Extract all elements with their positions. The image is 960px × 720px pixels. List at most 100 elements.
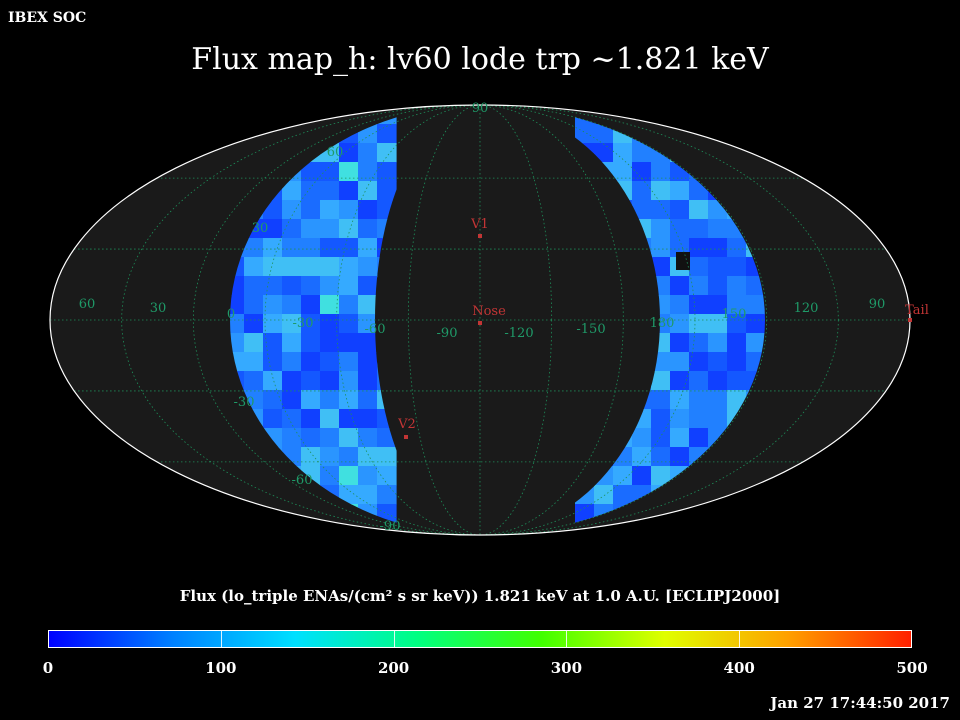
flux-cell xyxy=(651,257,671,277)
flux-cell xyxy=(727,390,747,410)
flux-cell xyxy=(377,485,397,505)
flux-cell xyxy=(358,333,378,353)
marker-v1-label: V1 xyxy=(470,217,489,232)
flux-cell xyxy=(651,200,671,220)
flux-cell xyxy=(727,105,747,125)
flux-cell xyxy=(632,466,652,486)
flux-cell xyxy=(244,257,264,277)
longitude-label: -120 xyxy=(504,326,533,341)
flux-cell xyxy=(320,352,340,372)
longitude-label: -60 xyxy=(365,322,386,337)
flux-cell xyxy=(632,143,652,163)
flux-cell xyxy=(263,409,283,429)
flux-cell xyxy=(358,219,378,239)
marker-tail-label: Tail xyxy=(905,303,929,318)
flux-cell xyxy=(708,409,728,429)
colorbar-tick xyxy=(393,631,395,647)
flux-cell xyxy=(358,485,378,505)
flux-cell xyxy=(282,314,302,334)
flux-cell xyxy=(301,257,321,277)
flux-cell xyxy=(358,466,378,486)
flux-cell xyxy=(765,485,785,505)
flux-cell xyxy=(339,447,359,467)
flux-cell xyxy=(282,333,302,353)
flux-cell xyxy=(320,276,340,296)
marker-nose-label: Nose xyxy=(472,304,506,319)
meridian-line xyxy=(336,105,624,535)
flux-cell xyxy=(301,295,321,315)
latitude-label: -30 xyxy=(234,395,255,410)
meridian-line xyxy=(407,105,553,535)
flux-cell xyxy=(765,105,785,125)
flux-cell xyxy=(358,390,378,410)
flux-cell xyxy=(727,333,747,353)
flux-cell xyxy=(377,181,397,201)
flux-cell xyxy=(670,352,690,372)
flux-cell xyxy=(765,124,785,144)
longitude-label: 90 xyxy=(869,297,886,312)
flux-cell xyxy=(746,295,765,315)
flux-cell xyxy=(670,219,690,239)
flux-cell xyxy=(708,333,728,353)
flux-cell xyxy=(613,523,633,535)
graticule xyxy=(50,105,910,535)
flux-cell xyxy=(282,295,302,315)
flux-cell xyxy=(301,333,321,353)
flux-cell xyxy=(358,295,378,315)
flux-cell xyxy=(670,428,690,448)
flux-cell xyxy=(613,485,633,505)
flux-cell xyxy=(339,257,359,277)
flux-cell xyxy=(689,219,709,239)
flux-cell xyxy=(320,238,340,258)
marker-v1-point xyxy=(478,234,482,238)
flux-cell xyxy=(358,162,378,182)
flux-cell xyxy=(301,390,321,410)
flux-cell xyxy=(377,124,397,144)
flux-cell xyxy=(320,162,340,182)
marker-v2-point xyxy=(404,435,408,439)
flux-cell xyxy=(708,257,728,277)
flux-cell xyxy=(670,409,690,429)
flux-cell xyxy=(727,314,747,334)
flux-cell xyxy=(263,238,283,258)
flux-cell xyxy=(708,105,728,125)
flux-cell xyxy=(670,200,690,220)
flux-cell xyxy=(613,466,633,486)
flux-cell xyxy=(670,390,690,410)
flux-cell xyxy=(320,181,340,201)
flux-cell xyxy=(708,238,728,258)
colorbar xyxy=(48,630,912,648)
flux-cell xyxy=(358,181,378,201)
flux-cell xyxy=(282,200,302,220)
meridian-line xyxy=(121,105,839,535)
flux-cell xyxy=(320,409,340,429)
flux-cell xyxy=(320,295,340,315)
flux-cell xyxy=(263,295,283,315)
flux-cell xyxy=(746,105,765,125)
flux-cell xyxy=(377,466,397,486)
flux-cell xyxy=(282,352,302,372)
flux-cell xyxy=(358,409,378,429)
flux-cell xyxy=(358,447,378,467)
colorbar-tick xyxy=(566,631,568,647)
flux-cell xyxy=(613,143,633,163)
longitude-label: 30 xyxy=(150,301,167,316)
flux-cell xyxy=(670,314,690,334)
flux-cell xyxy=(651,409,671,429)
colorbar-tick-label: 100 xyxy=(205,659,237,677)
flux-cell xyxy=(689,105,709,125)
flux-cell xyxy=(689,523,709,535)
flux-cell xyxy=(320,390,340,410)
flux-cell xyxy=(358,276,378,296)
flux-cell xyxy=(708,390,728,410)
flux-cell xyxy=(282,390,302,410)
flux-cell xyxy=(651,105,671,125)
flux-cell xyxy=(689,314,709,334)
flux-cell xyxy=(301,276,321,296)
flux-cell xyxy=(282,238,302,258)
flux-cell xyxy=(230,295,245,315)
flux-cell xyxy=(320,333,340,353)
flux-cell xyxy=(765,523,785,543)
flux-cell xyxy=(301,314,321,334)
flux-cell xyxy=(689,428,709,448)
